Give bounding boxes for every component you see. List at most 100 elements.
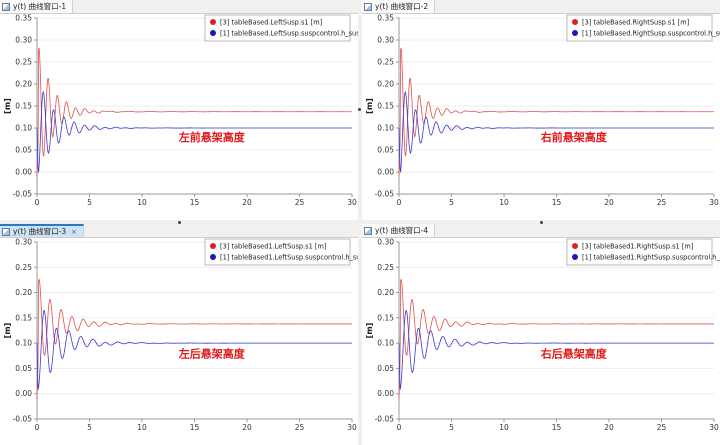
x-tick-label: 30 [347,423,357,432]
y-tick-label: 0.25 [15,263,32,272]
x-tick-label: 10 [499,198,509,207]
y-tick-label: -0.05 [375,190,395,199]
tab-plot-window-4[interactable]: y(t) 曲线窗口-4 [362,224,436,237]
x-tick-label: 0 [397,423,402,432]
y-tick-label: 0.20 [15,80,32,89]
x-tick-label: 0 [35,423,40,432]
tab-label: y(t) 曲线窗口-2 [375,2,429,11]
tab-plot-window-2[interactable]: y(t) 曲线窗口-2 [362,0,436,13]
y-tick-label: -0.05 [375,415,395,424]
legend-entry[interactable]: [3] tableBased.LeftSusp.s1 [m] [220,19,322,27]
tab-label: y(t) 曲线窗口-3 [13,227,67,236]
x-tick-label: 20 [242,198,252,207]
legend-entry[interactable]: [3] tableBased1.LeftSusp.s1 [m] [220,243,326,251]
y-tick-label: 0.25 [377,58,394,67]
legend [566,14,713,42]
y-tick-label: 0.35 [377,14,394,23]
y-tick-label: 0.00 [15,168,32,177]
y-tick-label: 0.25 [377,263,394,272]
legend-marker-blue [572,254,578,260]
y-tick-label: 0.10 [15,124,32,133]
x-tick-label: 30 [347,198,357,207]
chart-4[interactable]: -0.05 0.00 0.05 0.10 0.15 0.20 0.25 0.30 0 5 10 15 2… [362,224,720,445]
x-tick-label: 15 [552,423,562,432]
tab-bar: y(t) 曲线窗口-2 [362,0,720,14]
legend [204,14,351,42]
y-tick-label: 0.00 [377,389,394,398]
splitter-handle[interactable] [178,221,181,224]
legend-entry[interactable]: [1] tableBased.LeftSusp.suspcontrol.h_su… [220,30,358,38]
x-tick-label: 15 [190,198,200,207]
series-line-blue [398,90,714,173]
y-tick-label: 0.00 [377,168,394,177]
y-tick-label: 0.10 [377,339,394,348]
y-tick-label: 0.20 [377,80,394,89]
plot-window-icon [2,227,10,236]
plot-window-icon [364,2,372,11]
legend-marker-red [210,19,216,25]
y-tick-label: 0.05 [377,364,394,373]
y-axis-label: [m] [365,98,374,114]
y-axis-label: [m] [3,98,12,114]
tab-label: y(t) 曲线窗口-1 [13,2,67,11]
legend [566,238,713,266]
y-tick-label: 0.15 [377,313,394,322]
tab-label: y(t) 曲线窗口-4 [375,226,429,235]
legend-entry[interactable]: [3] tableBased1.RightSusp.s1 [m] [582,243,693,251]
series-line-red [398,277,714,399]
splitter-handle[interactable] [358,108,361,111]
x-tick-label: 25 [295,423,305,432]
y-tick-label: 0.15 [15,102,32,111]
y-axis-label: [m] [365,323,374,339]
tab-plot-window-3[interactable]: y(t) 曲线窗口-3 × [0,224,84,237]
plot-window-3: y(t) 曲线窗口-3 × -0.05 0.00 0.05 0.10 0.15 0.20 0… [0,224,358,445]
plot-window-2: y(t) 曲线窗口-2 -0.05 0.00 0.05 0.10 0.15 0.20 0.2… [362,0,720,220]
legend-marker-blue [572,30,578,36]
x-tick-label: 5 [449,198,454,207]
plot-window-icon [364,226,372,235]
plot-window-1: y(t) 曲线窗口-1 -0.05 0.00 0.05 0.10 0.15 0.20 0.2… [0,0,358,220]
splitter-handle[interactable] [540,221,543,224]
x-tick-label: 5 [87,198,92,207]
y-tick-label: 0.25 [15,58,32,67]
legend-entry[interactable]: [1] tableBased1.LeftSusp.suspcontrol.h_s… [220,254,358,262]
legend-marker-red [210,243,216,249]
y-tick-label: 0.15 [377,102,394,111]
x-tick-label: 20 [604,198,614,207]
x-tick-label: 5 [449,423,454,432]
legend-entry[interactable]: [1] tableBased.RightSusp.suspcontrol.h_s… [582,30,720,38]
legend-marker-red [572,243,578,249]
x-tick-label: 25 [657,198,667,207]
chart-2[interactable]: -0.05 0.00 0.05 0.10 0.15 0.20 0.25 0.30 0.35 0 5 1… [362,0,720,220]
legend-entry[interactable]: [3] tableBased.RightSusp.s1 [m] [582,19,689,27]
y-tick-label: 0.20 [377,288,394,297]
chart-1[interactable]: -0.05 0.00 0.05 0.10 0.15 0.20 0.25 0.30 0.35 0 5 1… [0,0,358,220]
y-tick-label: 0.10 [15,339,32,348]
y-tick-label: 0.05 [377,146,394,155]
tab-bar: y(t) 曲线窗口-1 [0,0,358,14]
legend-marker-blue [210,30,216,36]
x-tick-label: 10 [499,423,509,432]
chart-3[interactable]: -0.05 0.00 0.05 0.10 0.15 0.20 0.25 0.30 0 5 10 15 2… [0,224,358,445]
series-line-blue [36,90,352,173]
series-line-blue [398,309,714,390]
legend-entry[interactable]: [1] tableBased1.RightSusp.suspcontrol.h_… [582,254,720,262]
series-line-blue [36,309,352,390]
x-tick-label: 25 [657,423,667,432]
y-axis-label: [m] [3,323,12,339]
tab-bar: y(t) 曲线窗口-4 [362,224,720,238]
legend-marker-blue [210,254,216,260]
y-tick-label: 0.30 [15,238,32,247]
x-tick-label: 5 [87,423,92,432]
plot-window-4: y(t) 曲线窗口-4 -0.05 0.00 0.05 0.10 0.15 0.20 0.2… [362,224,720,445]
y-tick-label: 0.05 [15,146,32,155]
x-tick-label: 15 [552,198,562,207]
y-tick-label: 0.35 [15,14,32,23]
plot-window-icon [2,2,10,11]
y-tick-label: 0.30 [377,36,394,45]
close-icon[interactable]: × [71,227,77,236]
legend-marker-red [572,19,578,25]
chart-annotation: 右前悬架高度 [540,130,608,144]
tab-plot-window-1[interactable]: y(t) 曲线窗口-1 [0,0,74,13]
series-line-red [36,47,352,177]
